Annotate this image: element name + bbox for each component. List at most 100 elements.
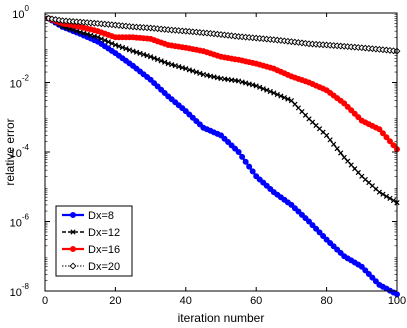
legend-entry-dx-16: Dx=16 <box>62 244 120 256</box>
series-dx-12-point <box>147 54 154 60</box>
series-dx-16-point <box>390 142 397 149</box>
series-dx-8-point <box>239 153 246 160</box>
y-tick-label: 10-2 <box>10 74 30 91</box>
series-dx-12-point <box>281 94 287 101</box>
series-dx-12-point <box>77 29 83 35</box>
series-dx-12-point <box>112 42 119 48</box>
series-dx-12-point <box>257 84 263 90</box>
series-dx-12-point <box>285 96 291 102</box>
y-tick-label: 100 <box>12 4 29 21</box>
series-dx-12-point <box>264 87 270 93</box>
series-dx-12-point <box>376 189 383 195</box>
axis-ticks: 0 20 40 60 80 100 100 10-2 10-4 10-6 10-8 <box>10 4 407 307</box>
series-dx-8-point <box>235 148 242 155</box>
series-dx-8-point <box>369 274 376 281</box>
series-dx-12-point <box>169 61 175 68</box>
series-dx-12-point <box>246 81 252 87</box>
series-dx-12-point <box>102 37 108 43</box>
series-dx-16 <box>45 15 400 153</box>
series-dx-12-point <box>74 28 80 34</box>
series-dx-12-point <box>327 137 333 143</box>
series-dx-16-point <box>351 110 358 117</box>
legend: Dx=8 Dx=12 Dx=16 Dx=20 <box>55 205 133 277</box>
series-dx-12-point <box>126 47 133 53</box>
series-dx-12-point <box>105 39 111 45</box>
legend-entry-dx-12-point <box>70 229 76 235</box>
series-dx-8-point <box>309 222 316 229</box>
series-dx-12-point <box>183 66 189 72</box>
series-dx-12-point <box>155 56 161 63</box>
series-dx-16-point <box>344 103 351 110</box>
legend-entry-dx-12: Dx=12 <box>62 227 120 239</box>
series-dx-12-point <box>137 50 143 57</box>
series-dx-12-point <box>179 65 185 71</box>
series-dx-12-point <box>250 82 256 88</box>
series-dx-12-point <box>91 33 97 39</box>
y-tick-label: 10-6 <box>10 213 30 230</box>
series-dx-12-point <box>123 46 129 52</box>
legend-entry-dx-16-label: Dx=16 <box>88 244 120 256</box>
x-axis-label: iteration number <box>178 311 265 325</box>
legend-entry-dx-8: Dx=8 <box>62 210 114 222</box>
legend-entry-dx-8-point <box>70 211 77 218</box>
series-dx-8-point <box>365 270 372 277</box>
series-dx-12-point <box>133 49 140 55</box>
series-dx-12-point <box>70 27 76 33</box>
series-dx-8-point <box>316 229 323 236</box>
series-dx-8-point <box>372 278 379 285</box>
series-dx-8-point <box>305 218 312 225</box>
series-dx-20 <box>45 14 401 55</box>
series-dx-12-point <box>186 67 192 73</box>
series-dx-12-point <box>158 58 164 64</box>
series-dx-12-point <box>88 32 94 38</box>
x-tick-label: 60 <box>250 295 262 307</box>
series-dx-12-point <box>116 43 122 49</box>
series-dx-12-point <box>197 70 203 76</box>
series-dx-16-point <box>379 130 386 137</box>
series-layer <box>45 14 401 298</box>
series-dx-12-point <box>151 55 157 61</box>
series-dx-12-point <box>271 90 277 96</box>
series-dx-12-point <box>267 88 273 95</box>
series-dx-12-point <box>140 51 147 58</box>
legend-entry-dx-20-point <box>69 262 77 270</box>
series-dx-8-point <box>358 263 365 270</box>
series-dx-12-point <box>334 145 340 152</box>
series-dx-12-point <box>323 132 330 139</box>
series-dx-12-point <box>84 31 90 37</box>
series-dx-12-point <box>260 86 266 92</box>
series-dx-8-point <box>249 168 256 175</box>
series-dx-12-point <box>130 48 136 54</box>
legend-entry-dx-20-label: Dx=20 <box>88 261 120 273</box>
series-dx-16-point <box>386 138 393 145</box>
series-dx-12-point <box>162 59 168 65</box>
legend-entry-dx-16-point <box>70 245 77 252</box>
series-dx-16-point <box>348 107 355 114</box>
legend-entry-dx-12-label: Dx=12 <box>88 227 120 239</box>
x-tick-label: 20 <box>109 295 121 307</box>
x-tick-label: 80 <box>320 295 332 307</box>
series-dx-12-point <box>243 80 249 86</box>
series-dx-12-point <box>338 150 344 156</box>
series-dx-12-point <box>81 30 87 36</box>
x-tick-label: 100 <box>388 295 406 307</box>
series-dx-12-point <box>383 193 390 199</box>
series-dx-12-point <box>95 34 101 40</box>
x-tick-label: 0 <box>42 295 48 307</box>
series-dx-12-point <box>380 191 386 197</box>
series-dx-12-point <box>176 64 182 70</box>
series-dx-12-point <box>239 79 245 85</box>
series-dx-12-point <box>278 93 284 99</box>
series-dx-8-point <box>313 225 320 232</box>
series-dx-12-point <box>98 36 104 42</box>
series-dx-8-point <box>393 291 400 298</box>
series-dx-8-point <box>362 267 369 274</box>
series-dx-12-point <box>165 60 171 67</box>
y-tick-label: 10-4 <box>10 143 30 160</box>
legend-entry-dx-20: Dx=20 <box>62 261 120 273</box>
series-dx-16-point <box>376 126 383 133</box>
legend-box <box>55 205 133 277</box>
series-dx-16-point <box>341 100 348 107</box>
series-dx-12-point <box>274 91 280 98</box>
